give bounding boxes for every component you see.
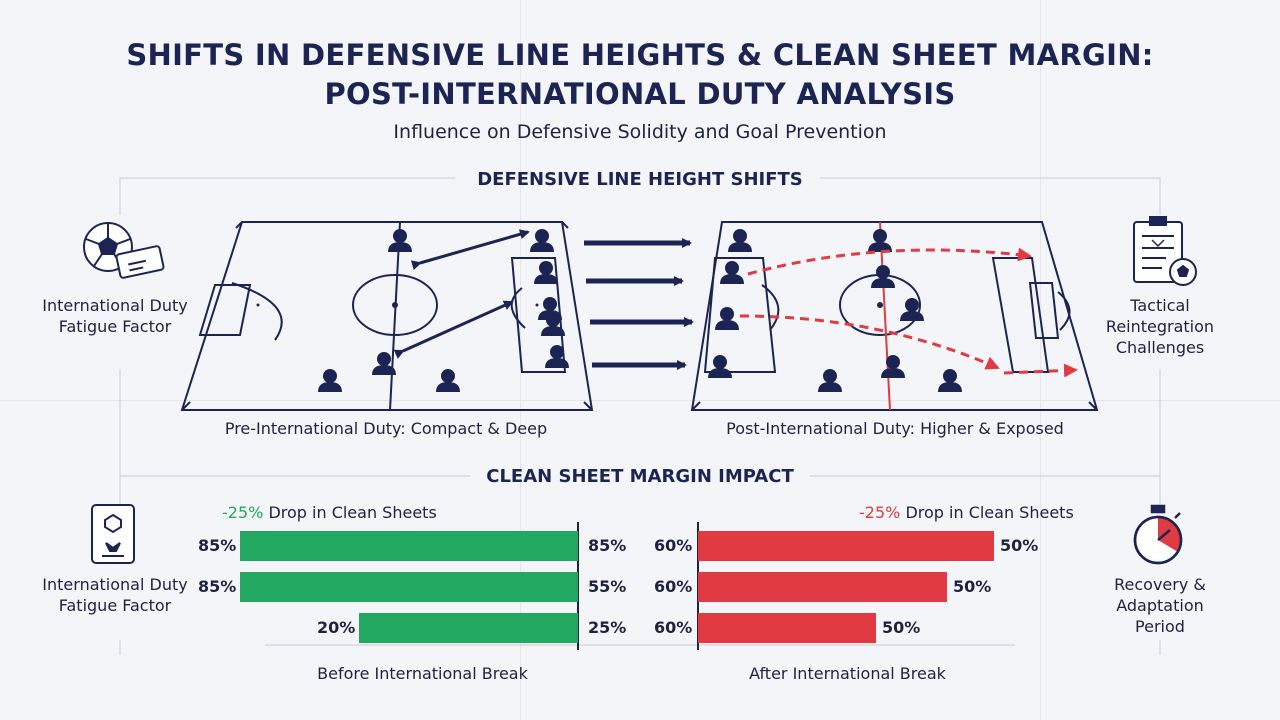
player-marker <box>534 261 558 284</box>
chart-bar <box>240 531 578 561</box>
bar-right-label: 50% <box>882 618 921 637</box>
chart-before-annotation-text: Drop in Clean Sheets <box>268 503 437 522</box>
bar-left-label: 85% <box>198 577 237 596</box>
chart-bar <box>698 531 994 561</box>
side-label-line: Period <box>1135 617 1185 636</box>
side-label-line: Tactical <box>1130 296 1190 315</box>
player-marker <box>318 369 342 392</box>
player-marker <box>720 261 744 284</box>
side-label-bottom-right: Recovery & Adaptation Period <box>1080 574 1240 637</box>
player-marker <box>545 345 569 368</box>
pitch-pre <box>180 221 594 411</box>
chart-before-annotation-pct: -25% <box>222 503 264 522</box>
chart-after-annotation: -25% Drop in Clean Sheets <box>859 503 1074 522</box>
bar-left-label: 60% <box>654 577 693 596</box>
pre-movement-arrows <box>393 229 530 359</box>
chart-before-axis <box>577 522 579 650</box>
chart-before-annotation: -25% Drop in Clean Sheets <box>222 503 437 522</box>
bar-right-label: 50% <box>953 577 992 596</box>
pitch-caption-post: Post-International Duty: Higher & Expose… <box>726 419 1064 438</box>
chart-before-title: Before International Break <box>317 664 528 683</box>
side-label-line: International Duty <box>42 296 188 315</box>
bar-left-label: 60% <box>654 618 693 637</box>
pitch-caption-pre: Pre-International Duty: Compact & Deep <box>224 419 548 438</box>
chart-after-title: After International Break <box>749 664 946 683</box>
bg-gridline <box>0 400 1280 401</box>
side-label-line: Fatigue Factor <box>58 317 172 336</box>
stopwatch-icon <box>1133 504 1183 565</box>
penalty-spot <box>535 303 539 307</box>
bar-left-label: 60% <box>654 536 693 555</box>
chart-bar <box>698 572 947 602</box>
player-marker <box>708 355 732 378</box>
post-exposure-arrows <box>739 247 1078 378</box>
page-title-line-2: POST-INTERNATIONAL DUTY ANALYSIS <box>324 77 956 111</box>
bar-left-label: 85% <box>198 536 237 555</box>
player-marker <box>938 369 962 392</box>
soccer-ball-ticket-icon <box>83 222 165 279</box>
chart-after-annotation-pct: -25% <box>859 503 901 522</box>
player-card-icon <box>91 504 135 564</box>
pitch-post-halfway-line <box>879 221 891 411</box>
player-marker <box>388 229 412 252</box>
side-label-top-left: International Duty Fatigue Factor <box>20 295 210 337</box>
player-marker <box>881 355 905 378</box>
bar-right-label: 85% <box>588 536 627 555</box>
side-label-line: Challenges <box>1115 338 1205 357</box>
chart-bar <box>698 613 876 643</box>
bar-right-label: 55% <box>588 577 627 596</box>
player-marker <box>728 229 752 252</box>
player-marker <box>868 229 892 252</box>
section-title-clean-sheet: CLEAN SHEET MARGIN IMPACT <box>486 466 794 487</box>
side-label-line: Adaptation <box>1116 596 1204 615</box>
side-label-line: Reintegration <box>1105 317 1215 336</box>
tactics-clipboard-icon <box>1133 216 1197 286</box>
player-marker <box>715 307 739 330</box>
pitch-center-spot <box>877 302 883 308</box>
player-marker <box>530 229 554 252</box>
chart-bar <box>240 572 578 602</box>
side-label-line: Fatigue Factor <box>58 596 172 615</box>
page-title-line-1: SHIFTS IN DEFENSIVE LINE HEIGHTS & CLEAN… <box>126 38 1154 72</box>
section-title-line-height: DEFENSIVE LINE HEIGHT SHIFTS <box>477 169 803 190</box>
chart-bar <box>359 613 578 643</box>
side-label-bottom-left: International Duty Fatigue Factor <box>20 574 210 616</box>
page-subtitle: Influence on Defensive Solidity and Goal… <box>393 121 887 143</box>
pitch-center-spot <box>392 302 398 308</box>
bar-right-label: 50% <box>1000 536 1039 555</box>
player-marker <box>436 369 460 392</box>
pitch-post <box>690 221 1099 411</box>
side-label-line: Recovery & <box>1114 575 1206 594</box>
transition-arrows <box>584 238 694 370</box>
bar-left-label: 20% <box>317 618 356 637</box>
chart-after-annotation-text: Drop in Clean Sheets <box>905 503 1074 522</box>
side-label-line: International Duty <box>42 575 188 594</box>
bg-gridline <box>1040 0 1041 720</box>
bar-right-label: 25% <box>588 618 627 637</box>
penalty-spot <box>256 303 260 307</box>
player-marker <box>818 369 842 392</box>
side-label-top-right: Tactical Reintegration Challenges <box>1080 295 1240 358</box>
